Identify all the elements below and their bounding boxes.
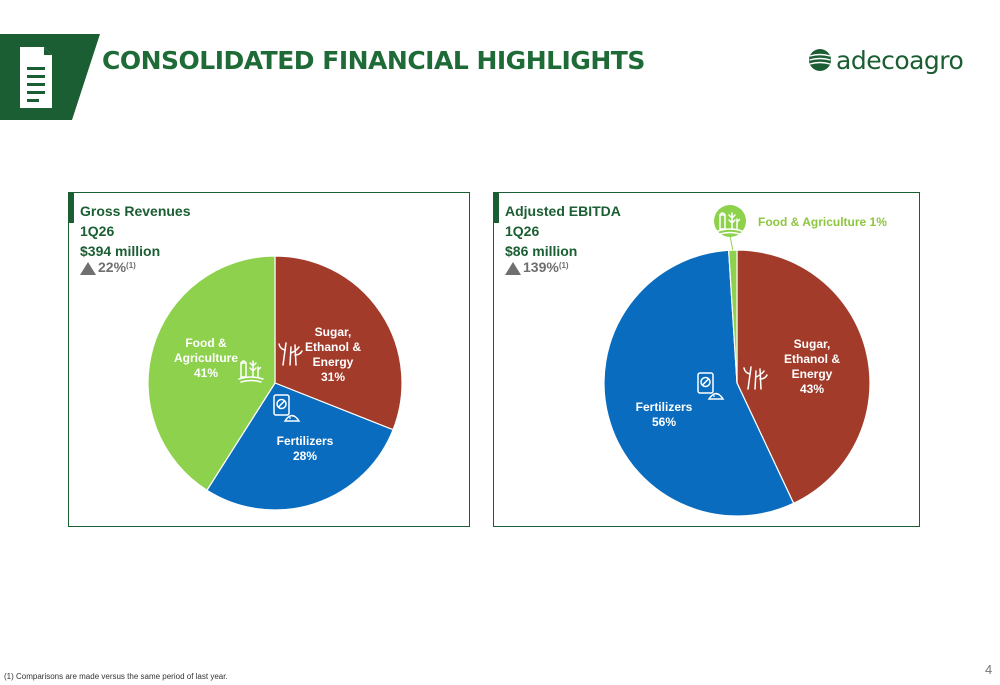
pie-slice-food-and-agriculture: [147, 255, 276, 492]
chart-period: 1Q26: [505, 223, 540, 239]
panel-heading: Gross Revenues 1Q26 $394 million: [80, 201, 191, 261]
gross-revenues-pie: Sugar, Ethanol & Energy 31% Fertilizers 28% Fo…: [147, 255, 403, 511]
header-document-badge: [0, 34, 100, 120]
chart-title: Gross Revenues: [80, 203, 191, 219]
document-icon: [20, 47, 52, 108]
pie-slice-food-and-agriculture: [728, 249, 738, 384]
pie-slice-fertilizers: [206, 382, 394, 511]
fertilizer-bag-icon: [273, 394, 301, 422]
change-note: (1): [558, 261, 569, 270]
slice-label-food-and-agriculture: Food & Agriculture 41%: [174, 336, 238, 380]
gross-revenues-panel: Gross Revenues 1Q26 $394 million 22% (1)…: [68, 192, 470, 527]
change-value: 22%: [98, 259, 127, 275]
panel-accent-bar: [493, 193, 499, 223]
change-indicator: 139% (1): [505, 259, 569, 275]
chart-total: $394 million: [80, 243, 161, 259]
up-triangle-icon: [505, 262, 521, 275]
change-indicator: 22% (1): [80, 259, 136, 275]
panel-accent-bar: [68, 193, 74, 223]
up-triangle-icon: [80, 262, 96, 275]
farm-icon: [717, 212, 743, 235]
adjusted-ebitda-panel: Adjusted EBITDA 1Q26 $86 million 139% (1…: [493, 192, 920, 527]
sugarcane-icon: [278, 342, 303, 366]
brand-logo: adecoagro: [808, 44, 964, 76]
food-agriculture-callout-label: Food & Agriculture 1%: [758, 215, 887, 229]
page-title: CONSOLIDATED FINANCIAL HIGHLIGHTS: [102, 46, 645, 75]
panel-heading: Adjusted EBITDA 1Q26 $86 million: [505, 201, 621, 261]
sugarcane-icon: [743, 366, 768, 390]
chart-title: Adjusted EBITDA: [505, 203, 621, 219]
globe-icon: [809, 49, 831, 71]
slice-label-sugar-ethanol-and-energy: Sugar, Ethanol & Energy 43%: [784, 337, 840, 396]
brand-name: adecoagro: [836, 45, 964, 75]
callout-leader-line: [729, 235, 734, 251]
chart-total: $86 million: [505, 243, 578, 259]
slice-label-fertilizers: Fertilizers 28%: [277, 434, 334, 463]
fertilizer-bag-icon: [697, 372, 725, 400]
slice-label-fertilizers: Fertilizers 56%: [636, 400, 693, 429]
change-value: 139%: [523, 259, 559, 275]
pie-slice-sugar-ethanol-and-energy: [274, 255, 403, 431]
change-note: (1): [126, 261, 136, 270]
slice-label-sugar-ethanol-and-energy: Sugar, Ethanol & Energy 31%: [305, 325, 361, 384]
page-number: 4: [985, 662, 993, 677]
farm-icon: [238, 360, 264, 383]
adjusted-ebitda-pie: Sugar, Ethanol & Energy 43% Fertilizers 56%: [603, 205, 871, 517]
footnote: (1) Comparisons are made versus the same…: [4, 672, 228, 681]
pie-slice-sugar-ethanol-and-energy: [736, 249, 871, 505]
chart-period: 1Q26: [80, 223, 115, 239]
pie-slice-fertilizers: [603, 249, 795, 517]
